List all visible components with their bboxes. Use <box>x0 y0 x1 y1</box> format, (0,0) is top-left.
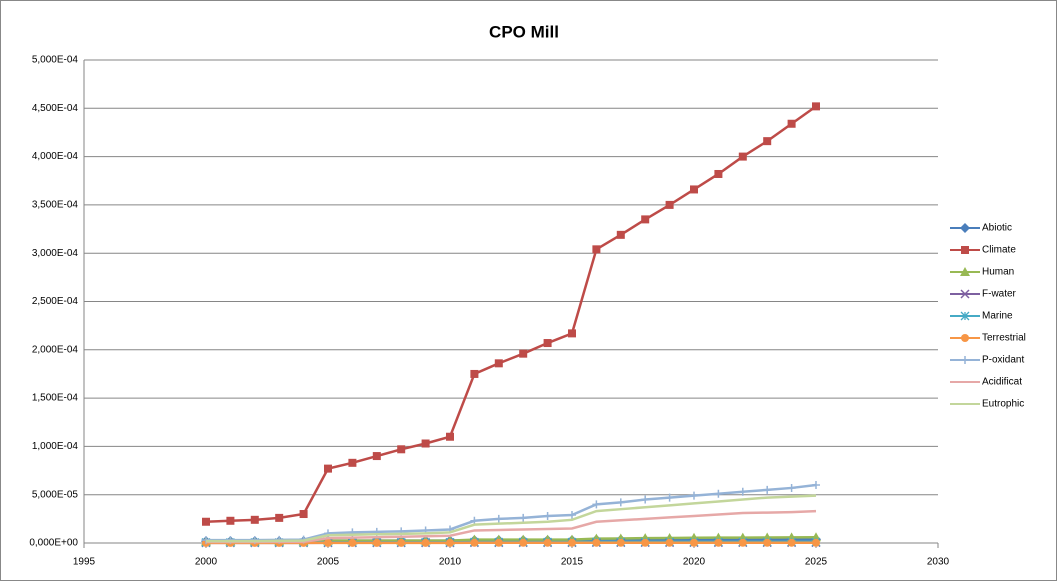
x-tick-label: 2005 <box>317 557 340 568</box>
marker <box>202 518 210 526</box>
y-tick-label: 2,500E-04 <box>32 296 79 307</box>
marker <box>568 539 576 547</box>
chart-border <box>1 1 1057 581</box>
marker <box>495 539 503 547</box>
marker <box>788 539 796 547</box>
marker <box>763 539 771 547</box>
marker <box>397 445 405 453</box>
chart-title: CPO Mill <box>489 22 559 41</box>
marker <box>397 539 405 547</box>
legend-label: Human <box>982 267 1014 278</box>
y-tick-label: 3,500E-04 <box>32 200 79 211</box>
marker <box>422 440 430 448</box>
legend-label: F-water <box>982 289 1017 300</box>
x-tick-label: 2000 <box>195 557 218 568</box>
marker <box>544 339 552 347</box>
marker <box>739 153 747 161</box>
marker <box>373 452 381 460</box>
legend-label: Marine <box>982 311 1013 322</box>
x-tick-label: 2015 <box>561 557 584 568</box>
marker <box>641 539 649 547</box>
marker <box>544 539 552 547</box>
legend-label: Eutrophic <box>982 399 1024 410</box>
marker <box>714 539 722 547</box>
marker <box>519 350 527 358</box>
marker <box>714 170 722 178</box>
y-tick-label: 4,000E-04 <box>32 151 79 162</box>
x-tick-label: 2020 <box>683 557 706 568</box>
x-tick-label: 2025 <box>805 557 828 568</box>
marker <box>617 231 625 239</box>
marker <box>690 539 698 547</box>
marker <box>373 539 381 547</box>
marker <box>251 516 259 524</box>
marker <box>495 359 503 367</box>
marker <box>446 433 454 441</box>
marker <box>812 539 820 547</box>
y-tick-label: 1,000E-04 <box>32 441 79 452</box>
marker <box>519 539 527 547</box>
marker <box>324 465 332 473</box>
x-tick-label: 2010 <box>439 557 462 568</box>
marker <box>226 517 234 525</box>
marker <box>961 334 969 342</box>
marker <box>812 102 820 110</box>
marker <box>641 215 649 223</box>
marker <box>592 539 600 547</box>
marker <box>617 539 625 547</box>
legend-label: Abiotic <box>982 223 1012 234</box>
marker <box>666 539 674 547</box>
x-tick-label: 2030 <box>927 557 950 568</box>
marker <box>324 539 332 547</box>
marker <box>666 201 674 209</box>
marker <box>763 137 771 145</box>
y-tick-label: 1,500E-04 <box>32 393 79 404</box>
marker <box>739 539 747 547</box>
x-tick-label: 1995 <box>73 557 96 568</box>
legend-label: Acidificat <box>982 377 1022 388</box>
marker <box>300 510 308 518</box>
marker <box>348 539 356 547</box>
marker <box>446 539 454 547</box>
y-tick-label: 4,500E-04 <box>32 103 79 114</box>
marker <box>275 514 283 522</box>
marker <box>788 120 796 128</box>
marker <box>568 329 576 337</box>
y-tick-label: 5,000E-04 <box>32 55 79 66</box>
y-tick-label: 5,000E-05 <box>32 489 79 500</box>
marker <box>348 459 356 467</box>
legend-label: Climate <box>982 245 1016 256</box>
y-tick-label: 2,000E-04 <box>32 344 79 355</box>
marker <box>592 245 600 253</box>
y-tick-label: 3,000E-04 <box>32 248 79 259</box>
legend-label: Terrestrial <box>982 333 1026 344</box>
marker <box>690 185 698 193</box>
chart: CPO Mill 0,000E+00 5,000E-05 1,000E-04 1,50… <box>0 0 1057 581</box>
marker <box>470 370 478 378</box>
legend-label: P-oxidant <box>982 355 1024 366</box>
marker <box>961 246 969 254</box>
y-tick-label: 0,000E+00 <box>29 538 78 549</box>
marker <box>422 539 430 547</box>
marker <box>470 539 478 547</box>
